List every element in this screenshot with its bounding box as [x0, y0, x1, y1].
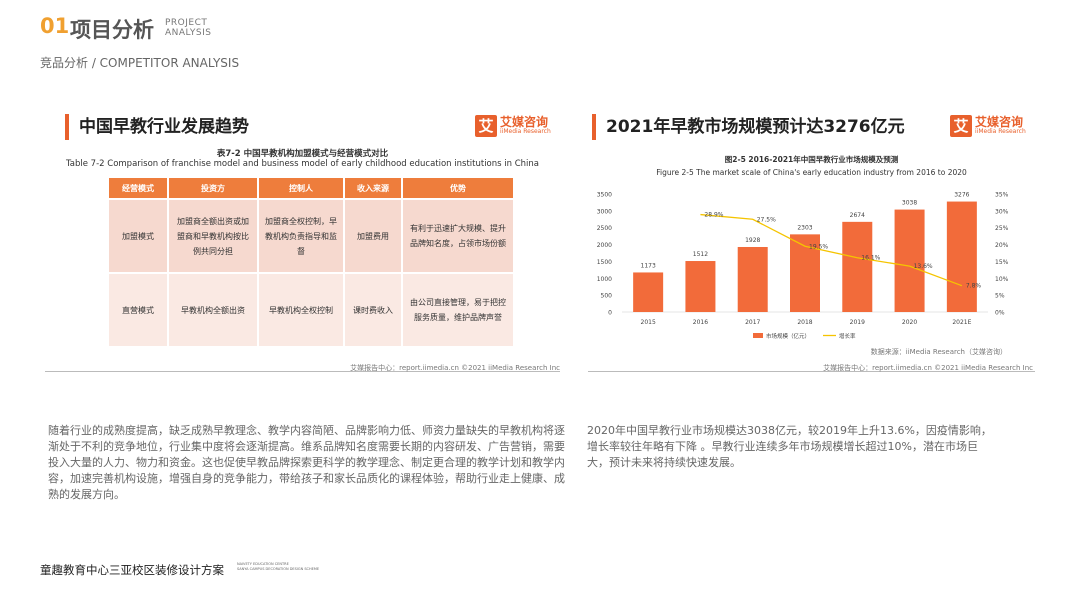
bar-value-label: 3276 [954, 192, 969, 199]
project-title-en-2: SANYA CAMPUS DECORATION DESIGN SCHEME [237, 567, 320, 571]
page-subtitle: 竞品分析 / COMPETITOR ANALYSIS [40, 56, 240, 70]
bar-value-label: 1512 [693, 251, 708, 258]
table-cell: 早教机构全额出资 [169, 274, 257, 346]
section-title-en: PROJECT ANALYSIS [165, 18, 211, 38]
table-cell: 加盟商全额出资或加盟商和早教机构按比例共同分担 [169, 200, 257, 272]
project-title-en-1: NAIVETY EDUCATION CENTRE [237, 562, 289, 566]
bar [946, 201, 977, 312]
growth-rate-line [700, 213, 963, 287]
y2-tick-label: 30% [995, 208, 1009, 215]
iimedia-logo: 艾 艾媒咨询 iiMedia Research [475, 115, 551, 137]
bar [842, 221, 873, 312]
column-header: 投资方 [169, 178, 257, 198]
y2-tick-label: 5% [995, 293, 1005, 300]
table-cell: 早教机构全权控制 [259, 274, 343, 346]
logo-mark: 艾 [475, 115, 497, 137]
table-row: 直营模式 早教机构全额出资 早教机构全权控制 课时费收入 由公司直接管理，易于把… [109, 274, 513, 346]
logo-name: 艾媒咨询 [975, 115, 1024, 129]
logo-name: 艾媒咨询 [500, 115, 549, 129]
y-tick-label: 2000 [597, 242, 612, 249]
y2-tick-label: 20% [995, 242, 1009, 249]
title-en-2: ANALYSIS [165, 28, 212, 38]
bar-value-label: 2303 [797, 224, 812, 231]
table-cell: 直营模式 [109, 274, 167, 346]
bar-value-label: 2674 [850, 212, 865, 219]
column-header: 收入来源 [345, 178, 401, 198]
bar-value-label: 3038 [902, 200, 917, 207]
legend-bar-swatch [753, 333, 763, 338]
y-tick-label: 0 [608, 310, 612, 317]
column-header: 经营模式 [109, 178, 167, 198]
x-tick-label: 2015 [641, 319, 656, 326]
table-header-row: 经营模式 投资方 控制人 收入来源 优势 [109, 178, 513, 198]
x-tick-label: 2017 [745, 319, 760, 326]
legend-label: 市场规模（亿元） [766, 332, 810, 340]
right-panel: 2021年早教市场规模预计达3276亿元 艾 艾媒咨询 iiMedia Resea… [588, 100, 1035, 372]
table-cell: 加盟费用 [345, 200, 401, 272]
panel-title: 中国早教行业发展趋势 [65, 114, 249, 140]
project-title-en: NAIVETY EDUCATION CENTRE SANYA CAMPUS DEC… [237, 562, 319, 572]
chart-subtitle: Figure 2-5 The market scale of China's e… [656, 168, 967, 177]
section-title: 项目分析 [70, 18, 154, 42]
project-title: 童趣教育中心三亚校区装修设计方案 [40, 563, 224, 577]
line-value-label: 28.9% [704, 212, 723, 219]
left-panel: 中国早教行业发展趋势 艾 艾媒咨询 iiMedia Research 表7-2 中… [45, 100, 560, 372]
table-row: 加盟模式 加盟商全额出资或加盟商和早教机构按比例共同分担 加盟商全权控制，早教机… [109, 200, 513, 272]
table-cell: 有利于迅速扩大规模、提升品牌知名度，占领市场份额 [403, 200, 513, 272]
y2-tick-label: 0% [995, 310, 1005, 317]
y2-tick-label: 35% [995, 192, 1009, 199]
table-title-en: Table 7-2 Comparison of franchise model … [66, 159, 539, 169]
panel-title: 2021年早教市场规模预计达3276亿元 [592, 114, 905, 140]
data-source: 数据来源：iiMedia Research（艾媒咨询） [870, 348, 1007, 356]
line-value-label: 19.5% [809, 243, 828, 250]
right-paragraph: 2020年中国早教行业市场规模达3038亿元，较2019年上升13.6%，因疫情… [587, 424, 992, 469]
logo-name-en: iiMedia Research [975, 128, 1026, 135]
legend-label: 增长率 [839, 332, 856, 340]
bar [633, 272, 664, 312]
bar [894, 209, 925, 312]
y-tick-label: 500 [601, 293, 613, 300]
table-cell: 课时费收入 [345, 274, 401, 346]
y-tick-label: 1500 [597, 259, 612, 266]
x-tick-label: 2019 [850, 319, 865, 326]
x-tick-label: 2018 [797, 319, 812, 326]
column-header: 控制人 [259, 178, 343, 198]
bar [790, 234, 820, 312]
y-tick-label: 2500 [597, 225, 612, 232]
y-tick-label: 1000 [597, 276, 612, 283]
comparison-table: 经营模式 投资方 控制人 收入来源 优势 加盟模式 加盟商全额出资或加盟商和早教… [107, 176, 515, 348]
panel-footer: 艾媒报告中心：report.iimedia.cn ©2021 iiMedia R… [350, 364, 560, 372]
bar [685, 261, 716, 312]
x-tick-label: 2020 [902, 319, 917, 326]
line-value-label: 13.6% [914, 263, 933, 270]
y-tick-label: 3000 [597, 208, 612, 215]
iimedia-logo: 艾 艾媒咨询 iiMedia Research [950, 115, 1026, 137]
table-cell: 由公司直接管理，易于把控服务质量，维护品牌声誉 [403, 274, 513, 346]
title-en-1: PROJECT [165, 18, 208, 28]
line-value-label: 16.1% [861, 255, 880, 262]
logo-name-en: iiMedia Research [500, 128, 551, 135]
line-value-label: 27.5% [757, 216, 776, 223]
y2-tick-label: 25% [995, 225, 1009, 232]
table-cell: 加盟模式 [109, 200, 167, 272]
table-cell: 加盟商全权控制，早教机构负责指导和监督 [259, 200, 343, 272]
column-header: 优势 [403, 178, 513, 198]
bar [737, 246, 768, 312]
chart-title: 图2-5 2016-2021年中国早教行业市场规模及预测 [724, 155, 899, 164]
y2-tick-label: 15% [995, 259, 1009, 266]
bar-value-label: 1173 [641, 262, 656, 269]
table-title-cn: 表7-2 中国早教机构加盟模式与经营模式对比 [216, 149, 389, 159]
market-scale-chart: 0 500 1000 1500 2000 2500 3000 3500 0% 5% 10% 15% 20… [597, 192, 1009, 341]
x-tick-label: 2021E [952, 319, 971, 326]
bar-value-label: 1928 [745, 237, 760, 244]
panel-footer: 艾媒报告中心：report.iimedia.cn ©2021 iiMedia R… [823, 364, 1033, 372]
line-value-label: 7.8% [966, 283, 982, 290]
x-tick-label: 2016 [693, 319, 708, 326]
left-paragraph: 随着行业的成熟度提高，缺乏成熟早教理念、教学内容简陋、品牌影响力低、师资力量缺失… [48, 424, 565, 501]
y-tick-label: 3500 [597, 192, 612, 199]
logo-mark: 艾 [950, 115, 972, 137]
y2-tick-label: 10% [995, 276, 1009, 283]
section-number: 01 [40, 14, 70, 38]
